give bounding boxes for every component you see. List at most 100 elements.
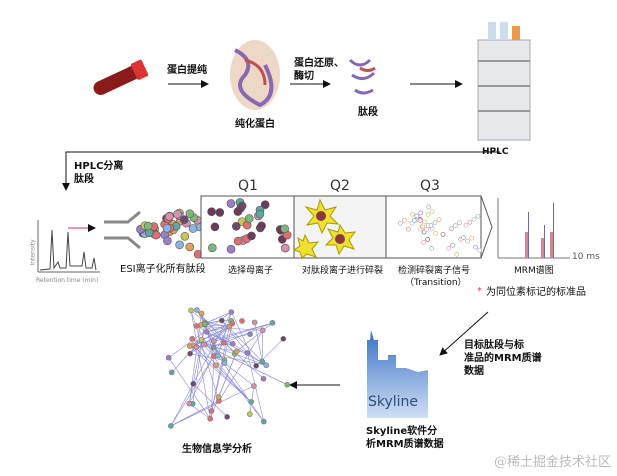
ion-dot xyxy=(251,319,258,326)
network-edge xyxy=(231,311,257,366)
ion-dot xyxy=(421,240,426,245)
ion-dot xyxy=(203,329,210,335)
network-edge xyxy=(236,330,263,352)
network-edge xyxy=(254,322,263,362)
ion-dot xyxy=(463,222,469,228)
ion-dot xyxy=(190,381,197,387)
ion-dot xyxy=(461,235,466,241)
arrow xyxy=(439,311,489,356)
ion-dot xyxy=(143,221,153,231)
label-purified-protein: 纯化蛋白 xyxy=(235,119,275,130)
ion-dot xyxy=(467,219,473,225)
network-edge xyxy=(221,320,248,354)
protein-interaction-network xyxy=(165,307,290,429)
ion-dot xyxy=(280,336,287,342)
ion-dot xyxy=(475,213,481,219)
ion-dot xyxy=(257,221,266,231)
network-edge xyxy=(224,362,255,387)
ion-dot xyxy=(247,231,256,241)
ion-dot xyxy=(450,242,456,248)
asterisk-icon: * xyxy=(477,286,482,297)
ion-dot xyxy=(425,212,431,217)
chromatogram-xlabel: Retention time (min) xyxy=(36,277,99,284)
network-edge xyxy=(170,355,215,427)
ion-dot xyxy=(187,350,193,357)
ion-dot xyxy=(436,217,442,222)
network-edge xyxy=(218,351,238,398)
hplc-separation-line1: HPLC分离 xyxy=(74,161,124,172)
network-edge xyxy=(204,321,230,327)
label-10ms: 10 ms xyxy=(572,252,600,262)
ion-dot xyxy=(424,227,429,232)
q1-ions xyxy=(207,198,292,254)
ion-dot xyxy=(229,341,236,347)
label-q3: Q3 xyxy=(420,178,440,194)
skyline-label-line1: Skyline软件分 xyxy=(366,426,438,437)
ion-dot xyxy=(248,399,254,405)
network-edge xyxy=(193,383,228,418)
network-edge xyxy=(190,310,233,345)
ion-dot xyxy=(210,344,217,351)
ion-dot xyxy=(208,408,215,414)
ion-dot xyxy=(469,235,474,241)
skyline-input-line2: 准品的MRM质谱 xyxy=(464,353,542,364)
label-peptides: 肽段 xyxy=(358,107,378,118)
label-q1: Q1 xyxy=(238,178,258,194)
skyline-label-line2: 析MRM质谱数据 xyxy=(366,439,444,450)
ion-dot xyxy=(185,209,195,218)
hplc-instrument-icon xyxy=(477,22,531,141)
ion-dot xyxy=(429,246,434,251)
network-edge xyxy=(192,338,252,403)
network-edge xyxy=(211,323,233,411)
ion-dot xyxy=(453,223,458,229)
label-esi: ESI离子化所有肽段 xyxy=(120,264,206,275)
ion-dot xyxy=(280,243,290,253)
ion-dot xyxy=(231,221,241,231)
protein-structure-icon xyxy=(230,40,280,110)
ion-dot xyxy=(414,213,420,219)
label-q3-desc: 检测碎裂离子信号 xyxy=(398,266,471,276)
q3-fragments xyxy=(398,204,482,257)
ion-dot xyxy=(186,400,193,407)
network-edge xyxy=(205,311,232,324)
skyline-input-line1: 目标肽段与标 xyxy=(464,340,524,351)
ion-dot xyxy=(433,231,438,236)
ion-dot xyxy=(260,200,270,209)
ion-dot xyxy=(261,418,267,425)
ion-dot xyxy=(185,242,195,252)
ion-dot xyxy=(193,344,200,351)
ion-dot xyxy=(429,209,435,214)
ion-dot xyxy=(244,214,254,223)
step-reduction-line1: 蛋白还原、 xyxy=(294,58,344,69)
ion-dot xyxy=(210,222,220,232)
ion-dot xyxy=(198,310,205,317)
ion-dot xyxy=(239,318,245,324)
ion-dot xyxy=(440,232,446,237)
ion-dot xyxy=(422,219,428,225)
ion-dot xyxy=(188,307,194,314)
ion-dot xyxy=(173,209,182,219)
ion-dot xyxy=(284,381,290,388)
chromatogram-ylabel: Intensity xyxy=(29,239,37,266)
blood-tube-icon xyxy=(93,59,149,95)
ion-dot xyxy=(164,212,174,221)
network-edge xyxy=(218,355,267,366)
ion-dot xyxy=(168,423,174,429)
network-edge xyxy=(168,357,211,419)
network-edge xyxy=(201,326,230,341)
ion-dot xyxy=(454,251,460,257)
ion-dot xyxy=(260,327,266,334)
ion-dot xyxy=(233,236,243,246)
ion-dot xyxy=(426,204,432,210)
hplc-separation-line2: 肽段 xyxy=(74,174,94,185)
network-edge xyxy=(206,326,230,333)
skyline-logo xyxy=(367,330,428,418)
network-edge xyxy=(196,309,235,355)
ion-dot xyxy=(208,243,217,253)
legend-standard: 为同位素标记的标准品 xyxy=(486,287,586,298)
ion-dot xyxy=(280,224,289,234)
ion-dot xyxy=(215,352,221,359)
ion-dot xyxy=(410,211,415,217)
label-transition: （Transition） xyxy=(405,278,467,288)
